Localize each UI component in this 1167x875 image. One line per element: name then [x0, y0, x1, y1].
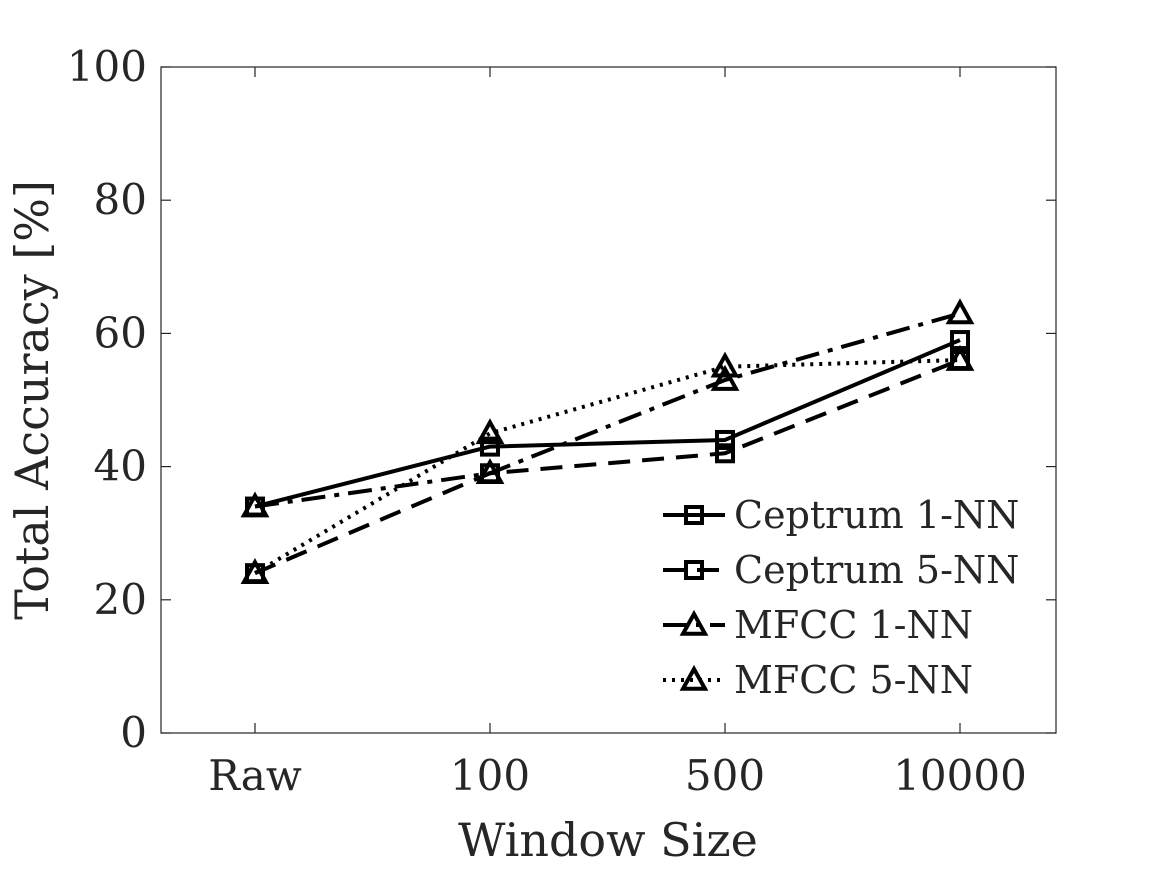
y-tick-label: 40 [94, 442, 147, 491]
y-tick-label: 60 [94, 308, 147, 357]
series-line [253, 358, 961, 575]
legend-item: Ceptrum 1-NN [663, 493, 1019, 537]
y-tick-label: 0 [120, 708, 147, 757]
data-point [945, 344, 975, 371]
legend-marker [684, 560, 704, 580]
data-point [945, 298, 975, 325]
legend: Ceptrum 1-NN Ceptrum 5-NN MFCC 1-NN MFCC 5-… [663, 493, 1019, 702]
x-tick-label: 10000 [893, 751, 1027, 800]
legend-marker [684, 505, 704, 525]
legend-label: Ceptrum 5-NN [734, 548, 1019, 592]
data-point [710, 351, 740, 378]
data-point [240, 491, 270, 518]
legend-label: MFCC 5-NN [734, 658, 973, 702]
legend-label: Ceptrum 1-NN [734, 493, 1019, 537]
plot-area [160, 66, 1057, 734]
data-point [710, 364, 740, 391]
axes-box [160, 66, 1057, 734]
data-point [480, 436, 500, 457]
legend-marker [679, 664, 709, 691]
y-tick-label: 80 [94, 175, 147, 224]
x-tick-label: 100 [450, 751, 530, 800]
data-point [240, 558, 270, 584]
x-axis-title: Window Size [458, 813, 758, 867]
ticks-layer: 0 20 40 60 80 100 Raw 100 500 10000 [67, 42, 1056, 800]
series-2 [240, 298, 975, 518]
data-point [715, 443, 735, 464]
legend-marker [679, 609, 709, 636]
data-point [475, 458, 505, 485]
legend-item: MFCC 5-NN [663, 658, 973, 702]
y-tick-label: 20 [94, 575, 147, 624]
data-point [715, 429, 735, 450]
legend-item: MFCC 1-NN [663, 603, 973, 647]
series-line [254, 338, 961, 509]
x-tick-label: Raw [208, 751, 302, 800]
y-tick-label: 100 [67, 42, 147, 91]
series-line [254, 358, 961, 576]
series-layer [240, 298, 975, 584]
series-line [254, 311, 961, 509]
y-axis-title: Total Accuracy [%] [5, 180, 59, 620]
data-point [475, 418, 505, 445]
x-tick-label: 500 [685, 751, 765, 800]
legend-label: MFCC 1-NN [734, 603, 973, 647]
legend-item: Ceptrum 5-NN [663, 548, 1019, 592]
series-3 [240, 344, 975, 584]
